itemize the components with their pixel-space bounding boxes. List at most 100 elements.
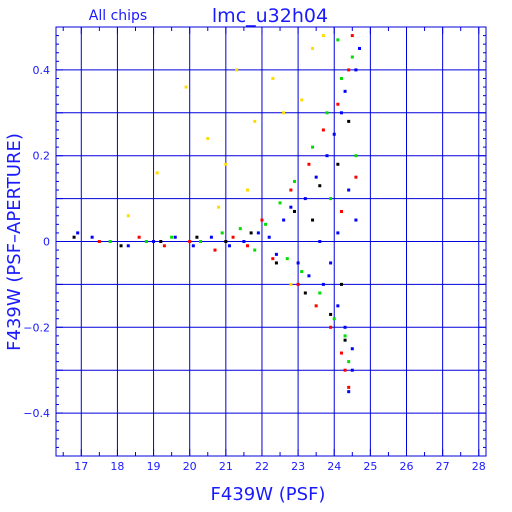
- data-point: [278, 201, 282, 205]
- data-point: [303, 197, 307, 201]
- data-point: [350, 347, 354, 351]
- data-point: [256, 231, 260, 235]
- chart-title: lmc_u32h04: [212, 5, 328, 27]
- data-point: [354, 175, 358, 179]
- data-point: [343, 89, 347, 93]
- data-point: [235, 68, 239, 72]
- x-tick-label: 19: [147, 460, 161, 473]
- data-point: [343, 334, 347, 338]
- data-point: [325, 154, 329, 158]
- data-point: [199, 240, 203, 243]
- data-point: [343, 338, 347, 342]
- data-point: [217, 205, 221, 209]
- data-point: [307, 162, 311, 166]
- data-point: [271, 76, 275, 80]
- data-point: [162, 244, 166, 248]
- data-points: [72, 34, 362, 394]
- data-point: [300, 270, 304, 274]
- data-point: [271, 257, 275, 261]
- x-tick-label: 28: [472, 460, 486, 473]
- data-point: [159, 240, 163, 243]
- data-point: [249, 231, 253, 235]
- data-point: [246, 244, 250, 248]
- data-point: [195, 235, 199, 239]
- data-point: [76, 231, 80, 235]
- data-point: [339, 111, 343, 115]
- data-point: [108, 240, 112, 243]
- data-point: [347, 385, 351, 389]
- x-tick-label: 17: [74, 460, 88, 473]
- data-point: [173, 235, 177, 239]
- data-point: [213, 248, 217, 252]
- data-point: [354, 154, 358, 158]
- data-point: [144, 240, 148, 243]
- data-point: [267, 235, 271, 239]
- data-point: [285, 257, 289, 261]
- x-tick-label: 20: [183, 460, 197, 473]
- data-point: [318, 184, 322, 188]
- data-point: [170, 235, 174, 239]
- data-point: [311, 46, 315, 50]
- data-point: [274, 252, 278, 256]
- data-point: [206, 137, 210, 141]
- data-point: [343, 368, 347, 372]
- data-point: [307, 274, 311, 278]
- data-point: [97, 240, 101, 243]
- data-point: [253, 248, 257, 252]
- data-point: [126, 244, 130, 248]
- data-point: [314, 304, 318, 308]
- data-point: [137, 235, 141, 239]
- x-tick-labels: 17 18 19 20 21 22 23 24 25 26 27 28: [74, 460, 485, 473]
- x-tick-label: 23: [291, 460, 305, 473]
- data-point: [311, 218, 315, 222]
- data-point: [347, 390, 351, 394]
- data-point: [350, 55, 354, 59]
- data-point: [224, 162, 228, 166]
- data-point: [220, 231, 224, 235]
- data-point: [292, 209, 296, 213]
- data-point: [332, 132, 336, 136]
- data-point: [289, 205, 293, 209]
- y-tick-label: 0.2: [33, 150, 51, 163]
- data-point: [329, 312, 333, 316]
- data-point: [227, 244, 231, 248]
- data-point: [314, 175, 318, 179]
- data-point: [350, 368, 354, 372]
- data-point: [238, 227, 242, 231]
- data-point: [90, 235, 94, 239]
- data-point: [329, 197, 333, 201]
- x-tick-label: 25: [363, 460, 377, 473]
- grid: [56, 27, 486, 456]
- data-point: [350, 34, 354, 38]
- data-point: [119, 244, 123, 248]
- data-point: [339, 76, 343, 80]
- data-point: [184, 85, 188, 89]
- x-tick-label: 24: [327, 460, 341, 473]
- y-tick-label: 0.4: [33, 64, 51, 77]
- data-point: [329, 261, 333, 265]
- x-tick-label: 27: [436, 460, 450, 473]
- y-tick-label: −0.4: [23, 407, 50, 420]
- data-point: [336, 231, 340, 235]
- x-tick-label: 18: [110, 460, 124, 473]
- data-point: [329, 325, 333, 329]
- data-point: [354, 68, 358, 72]
- x-tick-label: 21: [219, 460, 233, 473]
- data-point: [191, 244, 195, 248]
- data-point: [318, 240, 322, 243]
- data-point: [152, 240, 156, 243]
- data-point: [354, 218, 358, 222]
- data-point: [339, 209, 343, 213]
- x-tick-label: 26: [400, 460, 414, 473]
- data-point: [155, 171, 159, 175]
- data-point: [336, 38, 340, 42]
- data-point: [231, 235, 235, 239]
- data-point: [321, 34, 325, 38]
- data-point: [336, 304, 340, 308]
- data-point: [325, 111, 329, 115]
- data-point: [274, 261, 278, 265]
- data-point: [126, 214, 130, 218]
- data-point: [336, 102, 340, 106]
- chart-subtitle: All chips: [89, 8, 147, 24]
